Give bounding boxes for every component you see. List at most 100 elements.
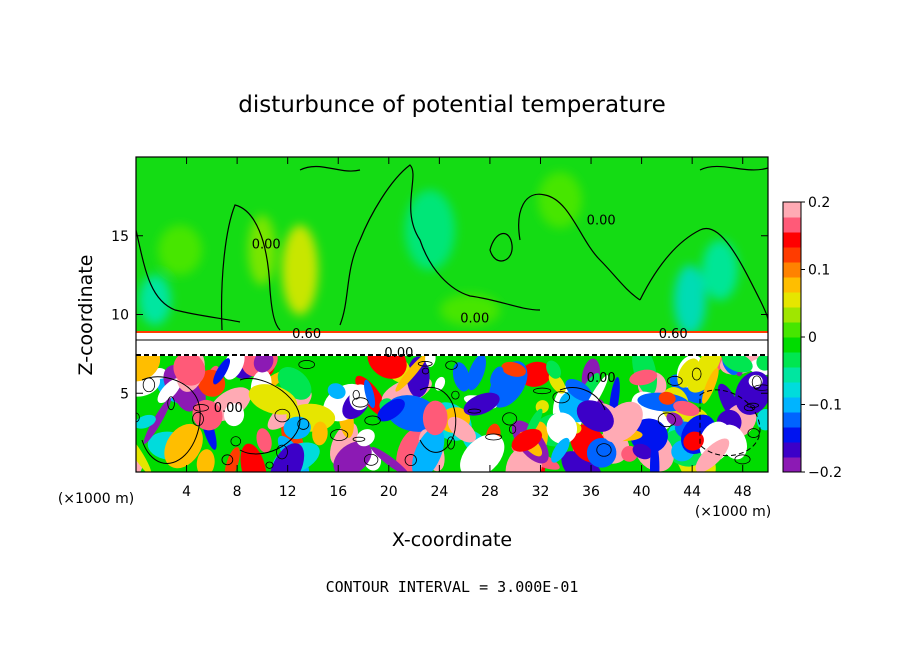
turbulence-contour xyxy=(404,454,417,467)
turbulence-blob xyxy=(452,362,470,392)
turbulence-blob xyxy=(371,446,410,472)
contour-interval-note: CONTOUR INTERVAL = 3.000E-01 xyxy=(326,578,579,596)
contour-label: 0.00 xyxy=(384,346,413,361)
turbulence-contour xyxy=(485,433,503,441)
turbulence-contour xyxy=(297,418,310,430)
turbulence-blob xyxy=(434,376,446,391)
colorbar-swatch xyxy=(783,382,801,398)
turbulence-blob xyxy=(546,412,578,444)
colorbar-swatch xyxy=(783,442,801,458)
x-tick-label: 16 xyxy=(329,484,347,500)
turbulence-blob xyxy=(756,354,768,371)
turbulence-contour xyxy=(352,436,366,442)
turbulence-blob xyxy=(490,366,504,387)
turbulence-blob xyxy=(629,369,658,386)
colorbar-tick-label: −0.2 xyxy=(808,465,842,481)
colorbar-swatch xyxy=(783,247,801,263)
turbulence-blob xyxy=(269,443,305,472)
inversion-band xyxy=(136,332,768,356)
colorbar-tick-label: −0.1 xyxy=(808,398,842,414)
turbulence-blob xyxy=(463,392,500,416)
turbulence-contour xyxy=(298,360,316,370)
turbulence-blob xyxy=(683,431,704,451)
turbulence-blob xyxy=(673,400,700,417)
turbulence-blob xyxy=(327,383,346,399)
turbulence-blob xyxy=(460,434,505,472)
x-unit-left: (×1000 m) xyxy=(58,491,134,507)
colorbar-tick-label: 0.1 xyxy=(808,263,830,279)
colorbar: 0.2 0.1 0 −0.1 −0.2 xyxy=(782,195,842,481)
colorbar-swatch xyxy=(783,292,801,308)
colorbar-tick-label: 0 xyxy=(808,330,817,346)
colorbar-swatch xyxy=(783,412,801,428)
contour-label: 0.60 xyxy=(659,327,688,342)
turbulence-contour xyxy=(596,443,612,457)
turbulence-contour xyxy=(667,375,683,386)
x-axis: 4 8 12 16 20 24 28 32 36 40 44 48 xyxy=(182,157,752,500)
turbulence-blob xyxy=(467,354,487,391)
turbulence-blob xyxy=(248,384,298,415)
turbulence-blob xyxy=(356,429,375,447)
turbulence-contour xyxy=(221,454,234,466)
turbulence-blob xyxy=(136,432,152,472)
y-axis-label: Z-coordinate xyxy=(75,255,97,376)
x-tick-label: 12 xyxy=(279,484,297,500)
turbulence-blob xyxy=(548,372,566,394)
colorbar-swatch xyxy=(783,337,801,353)
turbulence-blob xyxy=(253,350,274,373)
turbulence-blob xyxy=(312,421,328,446)
turbulence-contour xyxy=(330,429,349,441)
turbulence-blob xyxy=(695,438,730,472)
turbulence-blob xyxy=(546,360,562,379)
turbulence-blob xyxy=(447,416,476,443)
turbulence-blob xyxy=(602,401,643,443)
x-tick-label: 24 xyxy=(430,484,448,500)
y-tick-label: 5 xyxy=(120,386,129,402)
contour-label: 0.00 xyxy=(460,311,489,326)
x-tick-label: 48 xyxy=(734,484,752,500)
turbulence-blob xyxy=(422,400,448,436)
upper-contours xyxy=(136,164,768,331)
turbulence-blob xyxy=(157,378,182,404)
colorbar-tick-label: 0.2 xyxy=(808,195,830,211)
x-tick-label: 44 xyxy=(683,484,701,500)
turbulence-blob xyxy=(756,409,768,431)
colorbar-swatch xyxy=(783,367,801,383)
colorbar-swatch xyxy=(783,307,801,323)
contour-label: 0.00 xyxy=(587,371,616,386)
turbulence-blob xyxy=(677,358,700,388)
turbulence-contour xyxy=(508,424,517,434)
colorbar-swatch xyxy=(783,457,801,473)
turbulence-contour xyxy=(167,396,175,411)
turbulence-contour xyxy=(421,367,430,375)
turbulence-contour xyxy=(192,404,209,412)
y-tick-label: 15 xyxy=(111,229,129,245)
turbulence-blob xyxy=(256,428,272,453)
y-axis: 5 10 15 xyxy=(111,229,768,402)
turbulence-blob xyxy=(658,391,676,405)
x-axis-label: X-coordinate xyxy=(392,529,512,551)
turbulence-blob xyxy=(136,414,156,429)
turbulence-blob xyxy=(395,353,428,392)
turbulence-contour xyxy=(751,375,762,390)
turbulence-contour xyxy=(467,408,482,414)
turbulence-contour xyxy=(451,390,460,400)
colorbar-swatch xyxy=(783,352,801,368)
colorbar-swatch xyxy=(783,427,801,443)
turbulence-blob xyxy=(173,352,206,386)
x-tick-label: 20 xyxy=(380,484,398,500)
field-layer xyxy=(136,157,768,472)
turbulence-contour xyxy=(502,412,518,426)
turbulence-blob xyxy=(164,423,203,469)
turbulence-blob xyxy=(364,379,376,408)
contour-label: 0.00 xyxy=(252,237,281,252)
turbulence-contour xyxy=(533,387,552,395)
turbulence-blob xyxy=(519,361,552,387)
x-tick-label: 36 xyxy=(582,484,600,500)
contour-label: 0.00 xyxy=(587,214,616,229)
turbulence-contour xyxy=(363,453,379,466)
turbulence-blob xyxy=(702,367,719,404)
turbulence-blob xyxy=(377,398,405,422)
x-unit-right: (×1000 m) xyxy=(695,504,771,520)
